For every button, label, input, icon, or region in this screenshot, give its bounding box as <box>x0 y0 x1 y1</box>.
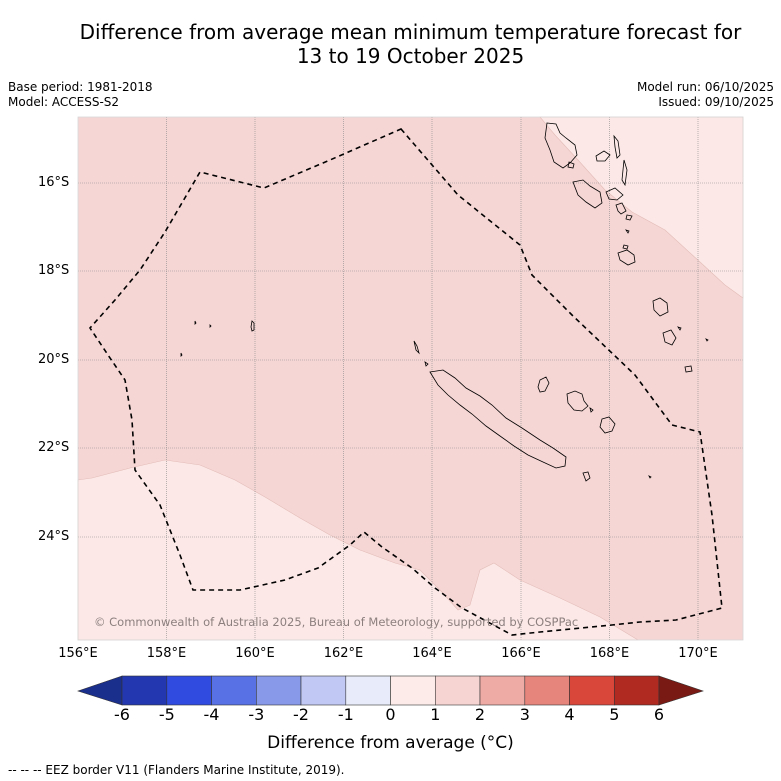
shepherd-islands <box>625 214 633 221</box>
colorbar-bin--3--2 <box>255 675 302 706</box>
eez-border <box>88 128 723 636</box>
ouvea <box>537 376 550 393</box>
colorbar-extend-max <box>658 675 704 706</box>
lat-label-24s: 24°S <box>38 529 70 544</box>
chesterfield-1 <box>194 320 197 325</box>
map-title: Difference from average mean minimum tem… <box>0 20 781 68</box>
colorbar-tick: 5 <box>609 705 620 724</box>
anomaly-region-0-1-southwest <box>77 459 640 641</box>
colorbar-tick: -2 <box>293 705 309 724</box>
lon-label-170e: 170°E <box>678 646 718 661</box>
copyright: © Commonwealth of Australia 2025, Bureau… <box>94 615 578 629</box>
lat-label-18s: 18°S <box>38 263 70 278</box>
mare <box>599 416 616 434</box>
new-caledonia <box>180 320 652 482</box>
lifou <box>566 390 589 412</box>
meta-right: Model run: 06/10/2025 Issued: 09/10/2025 <box>637 80 774 110</box>
colorbar-bin-3-4 <box>524 675 570 706</box>
tanna <box>662 329 677 346</box>
chesterfield-2 <box>209 324 212 328</box>
lon-label-160e: 160°E <box>235 646 275 661</box>
colorbar-bin-2-3 <box>479 675 526 706</box>
efate <box>617 249 636 266</box>
nguna <box>622 244 629 250</box>
model-name: Model: ACCESS-S2 <box>8 95 120 109</box>
erromango <box>652 297 669 317</box>
pentecost <box>621 159 628 187</box>
ambrym <box>605 187 624 201</box>
colorbar-bin--5--4 <box>166 675 212 706</box>
epi <box>615 202 627 215</box>
lon-label-168e: 168°E <box>589 646 630 661</box>
ambae <box>595 150 611 162</box>
walpole <box>648 475 652 479</box>
meta-left: Base period: 1981-2018 Model: ACCESS-S2 <box>8 80 153 110</box>
gridlines <box>78 117 743 640</box>
colorbar-tick: -5 <box>158 705 175 724</box>
maewo <box>613 134 621 159</box>
shepherd-islet <box>625 229 630 234</box>
belep-islands <box>413 340 420 355</box>
colorbar <box>77 675 704 706</box>
colorbar-tick: 4 <box>564 705 575 724</box>
lat-label-22s: 22°S <box>38 440 70 455</box>
model-run: Model run: 06/10/2025 <box>636 80 774 94</box>
colorbar-bin-1-2 <box>434 675 481 706</box>
colorbar-bin--6--5 <box>121 675 168 706</box>
grande-terre <box>429 369 567 469</box>
lon-label-158e: 158°E <box>146 646 187 661</box>
chesterfield-3 <box>180 352 183 357</box>
lat-label-16s: 16°S <box>38 175 70 190</box>
tiga <box>589 407 594 413</box>
vanuatu <box>544 122 709 373</box>
colorbar-tick: 2 <box>474 705 486 724</box>
malo <box>567 161 575 169</box>
base-period: Base period: 1981-2018 <box>8 80 153 94</box>
colorbar-tick: -1 <box>337 705 354 724</box>
colorbar-tick: -6 <box>114 705 130 724</box>
map-frame <box>77 116 744 641</box>
colorbar-tick: 6 <box>653 705 665 724</box>
malekula <box>572 179 603 209</box>
colorbar-tick: 0 <box>385 705 396 724</box>
title-line-1: Difference from average mean minimum tem… <box>79 20 742 44</box>
lon-label-166e: 166°E <box>501 646 541 661</box>
isle-of-pines <box>582 471 591 482</box>
espiritu-santo <box>544 122 578 169</box>
title-line-2: 13 to 19 October 2025 <box>296 44 525 68</box>
colorbar-bin--4--3 <box>211 675 257 706</box>
colorbar-tick: -4 <box>203 705 220 724</box>
colorbar-bin-4-5 <box>569 675 615 706</box>
colorbar-tick: 1 <box>430 705 441 724</box>
colorbar-extend-min <box>77 675 123 706</box>
aniwa <box>677 326 682 331</box>
colorbar-label: Difference from average (°C) <box>267 733 514 753</box>
issued-date: Issued: 09/10/2025 <box>658 95 774 109</box>
colorbar-bin-5-6 <box>613 675 660 706</box>
colorbar-bin-0-1 <box>390 675 436 706</box>
colorbar-bin--1-0 <box>345 675 391 706</box>
aneityum <box>684 365 693 373</box>
bellona-reef <box>250 320 255 332</box>
lon-label-164e: 164°E <box>412 646 452 661</box>
eez-footnote: -- -- -- EEZ border V11 (Flanders Marine… <box>8 763 345 777</box>
colorbar-tick: -3 <box>248 705 265 724</box>
lon-label-156e: 156°E <box>58 646 98 661</box>
colorbar-tick: 3 <box>519 705 530 724</box>
lat-label-20s: 20°S <box>38 352 70 367</box>
futuna-vanuatu <box>705 338 709 342</box>
colorbar-bin--2--1 <box>300 675 347 706</box>
lon-label-162e: 162°E <box>323 646 364 661</box>
islet-north <box>424 361 429 367</box>
